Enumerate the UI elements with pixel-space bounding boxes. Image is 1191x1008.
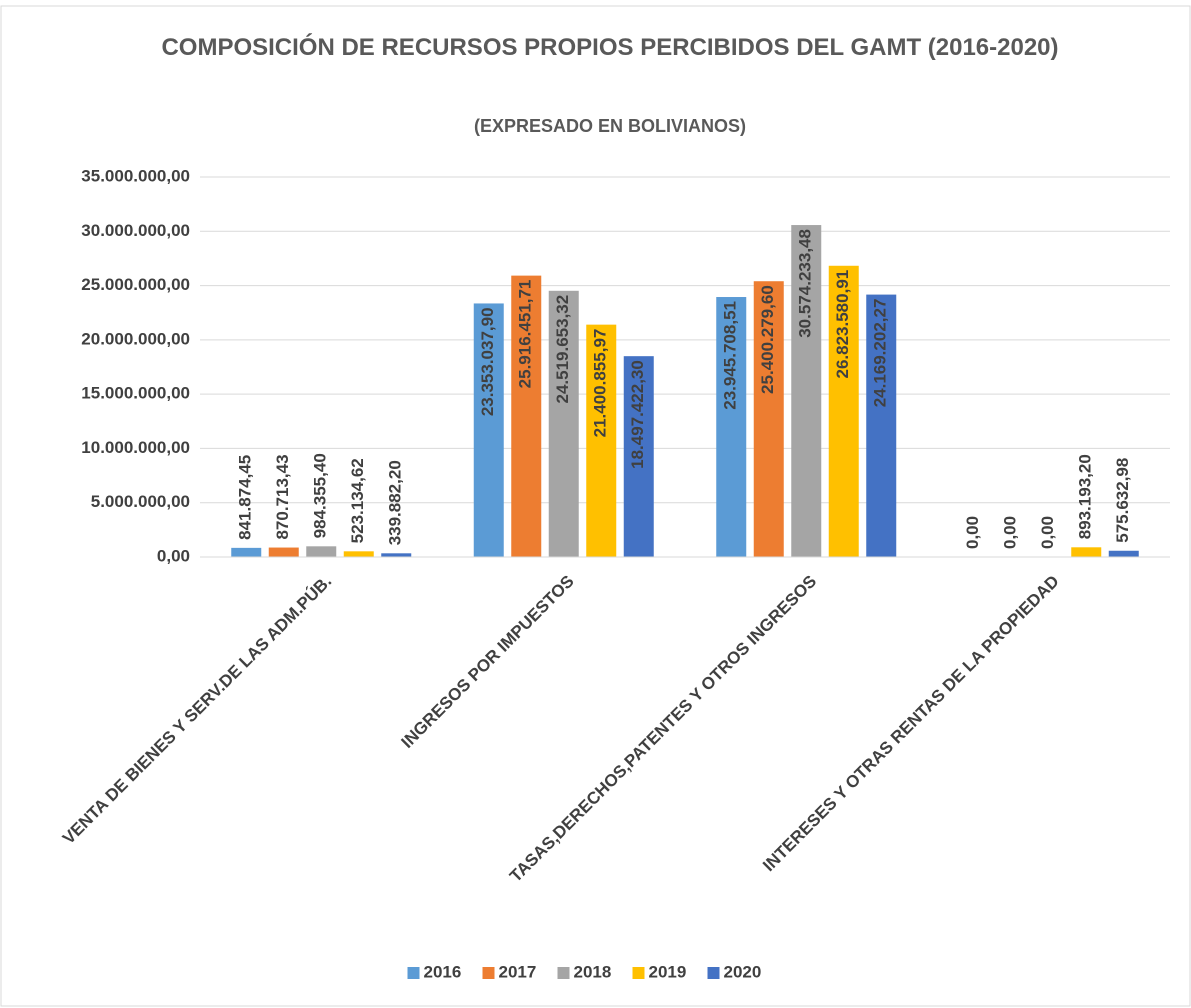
data-label: 18.497.422,30 [628, 360, 647, 469]
legend-swatch [407, 967, 420, 979]
legend-swatch [482, 967, 495, 979]
bar [511, 275, 542, 557]
data-label: 26.823.580,91 [833, 270, 852, 379]
y-tick-label: 10.000.000,00 [81, 438, 190, 457]
data-label: 575.632,98 [1113, 458, 1132, 543]
bar [268, 547, 299, 557]
data-label: 21.400.855,97 [591, 329, 610, 438]
legend-label: 2020 [724, 962, 762, 981]
data-label: 339.882,20 [386, 460, 405, 545]
bar [716, 297, 747, 557]
data-label: 24.519.653,32 [553, 295, 572, 404]
data-label: 23.353.037,90 [478, 307, 497, 416]
y-tick-label: 5.000.000,00 [91, 492, 190, 511]
bar [306, 546, 337, 557]
legend-label: 2017 [499, 962, 537, 981]
y-tick-label: 20.000.000,00 [81, 329, 190, 348]
legend-swatch [557, 967, 570, 979]
data-label: 25.400.279,60 [758, 285, 777, 394]
data-label: 25.916.451,71 [516, 280, 535, 389]
data-label: 523.134,62 [348, 458, 367, 543]
y-tick-label: 30.000.000,00 [81, 221, 190, 240]
bar [473, 303, 504, 557]
data-label: 0,00 [963, 516, 982, 549]
bar [586, 324, 617, 557]
y-tick-label: 35.000.000,00 [81, 166, 190, 185]
bar [1071, 547, 1102, 557]
data-label: 30.574.233,48 [796, 229, 815, 338]
bar [343, 551, 374, 557]
bar [1108, 550, 1139, 557]
bar [548, 290, 579, 557]
data-label: 23.945.708,51 [721, 301, 740, 410]
chart-subtitle: (EXPRESADO EN BOLIVIANOS) [473, 116, 747, 136]
y-tick-label: 0,00 [157, 546, 190, 565]
legend-swatch [632, 967, 645, 979]
data-label: 24.169.202,27 [871, 299, 890, 408]
legend-label: 2016 [424, 962, 462, 981]
legend-swatch [707, 967, 720, 979]
bar [231, 547, 262, 557]
bar [866, 294, 897, 557]
bar [753, 281, 784, 557]
data-label: 0,00 [1038, 516, 1057, 549]
bar [381, 553, 412, 557]
data-label: 984.355,40 [311, 453, 330, 538]
data-label: 893.193,20 [1076, 454, 1095, 539]
bar [623, 356, 654, 557]
legend-label: 2019 [649, 962, 687, 981]
data-label: 0,00 [1001, 516, 1020, 549]
data-label: 870.713,43 [273, 454, 292, 539]
legend-label: 2018 [574, 962, 612, 981]
chart-title: COMPOSICIÓN DE RECURSOS PROPIOS PERCIBID… [161, 34, 1059, 61]
data-label: 841.874,45 [236, 455, 255, 540]
bar [828, 265, 859, 557]
y-tick-label: 25.000.000,00 [81, 275, 190, 294]
bar [791, 225, 822, 557]
y-tick-label: 15.000.000,00 [81, 384, 190, 403]
